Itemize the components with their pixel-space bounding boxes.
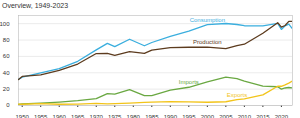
svg-text:80: 80 [3,37,10,43]
svg-text:1985: 1985 [145,114,159,118]
svg-text:40: 40 [3,70,10,76]
svg-text:0: 0 [6,102,10,108]
svg-text:1960: 1960 [53,114,67,118]
svg-text:Exports: Exports [227,92,247,98]
svg-text:2015: 2015 [256,114,270,118]
svg-text:1955: 1955 [34,114,48,118]
svg-text:1980: 1980 [127,114,141,118]
svg-text:20: 20 [3,86,10,92]
svg-text:1970: 1970 [90,114,104,118]
html-text:Overview, 1949-2023: Overview, 1949-2023 [2,2,69,9]
svg-text:2000: 2000 [201,114,215,118]
svg-text:1950: 1950 [16,114,30,118]
svg-text:100: 100 [0,21,10,27]
svg-text:2010: 2010 [238,114,252,118]
svg-text:Imports: Imports [179,79,199,85]
svg-text:1990: 1990 [164,114,178,118]
svg-text:Consumption: Consumption [190,17,225,23]
svg-text:1975: 1975 [108,114,122,118]
svg-text:2005: 2005 [219,114,233,118]
svg-text:1995: 1995 [182,114,196,118]
svg-text:2020: 2020 [275,114,289,118]
svg-text:1965: 1965 [71,114,85,118]
svg-text:60: 60 [3,53,10,59]
svg-text:Production: Production [193,39,222,45]
